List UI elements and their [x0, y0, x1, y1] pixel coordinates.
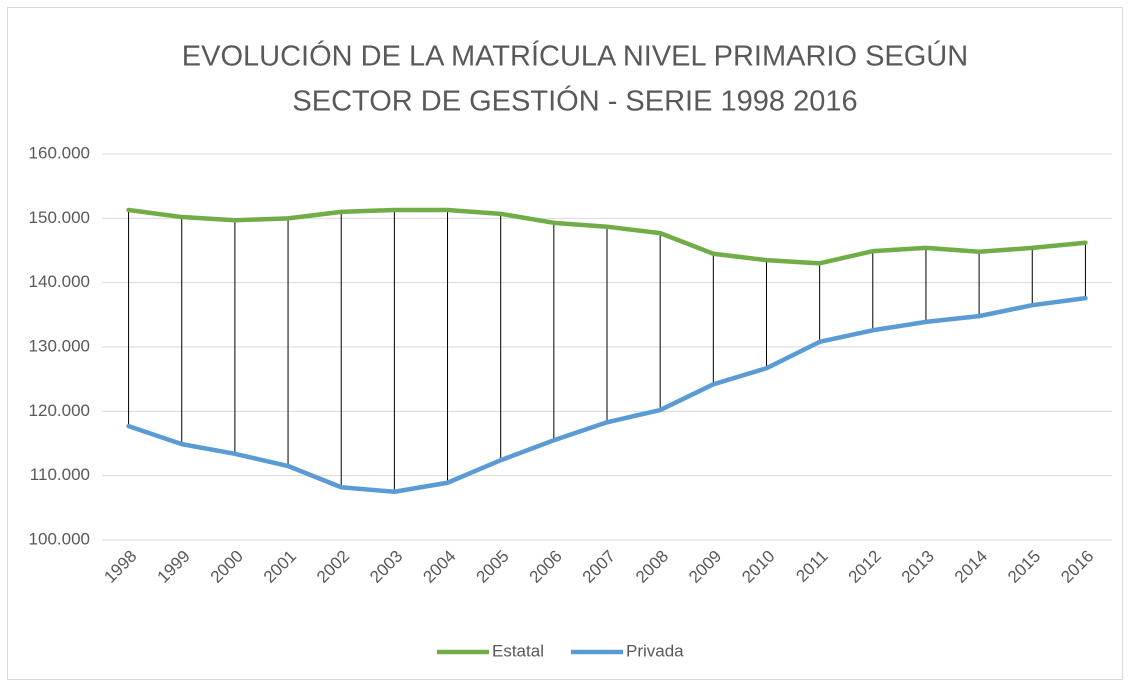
series-line — [126, 295, 1088, 494]
y-tick-label: 100.000 — [29, 529, 90, 548]
y-tick-label: 130.000 — [29, 336, 90, 355]
y-tick-label: 110.000 — [30, 465, 90, 484]
y-tick-label: 150.000 — [29, 208, 90, 227]
chart-title: EVOLUCIÓN DE LA MATRÍCULA NIVEL PRIMARIO… — [182, 40, 968, 73]
y-tick-label: 160.000 — [29, 143, 90, 162]
legend-label: Privada — [626, 641, 684, 660]
legend-label: Estatal — [492, 641, 544, 660]
y-tick-label: 120.000 — [29, 401, 90, 420]
chart-subtitle: SECTOR DE GESTIÓN - SERIE 1998 2016 — [292, 85, 857, 118]
series-line — [126, 207, 1088, 266]
chart-border — [7, 7, 1123, 680]
y-tick-label: 140.000 — [29, 272, 90, 291]
